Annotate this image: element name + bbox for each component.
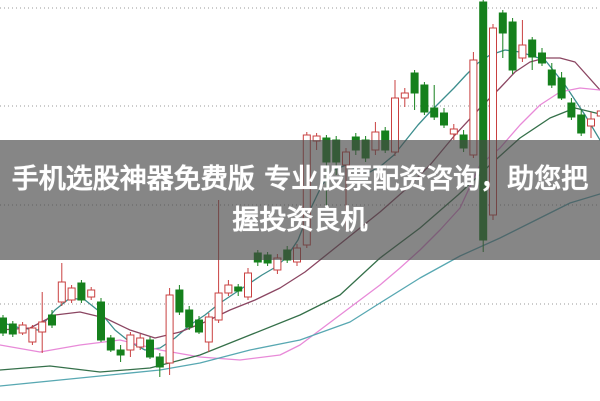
candle-down [48, 314, 56, 326]
candle-up [587, 118, 595, 127]
candle-down [547, 69, 556, 86]
candle-down [185, 309, 194, 328]
candle-down [175, 289, 184, 313]
candle-down [440, 112, 448, 126]
candle-down [106, 337, 115, 351]
candle-up [57, 281, 66, 303]
candle-down [557, 77, 566, 99]
candle-up [204, 316, 213, 343]
candle-down [567, 102, 576, 118]
candle-down [234, 286, 243, 292]
candle-down [508, 21, 517, 71]
candle-up [449, 128, 458, 135]
candle-up [38, 321, 47, 333]
candle-down [155, 356, 164, 368]
candle-up [87, 289, 96, 298]
banner-text-line2: 握投资良机 [232, 205, 368, 236]
candle-down [538, 52, 546, 64]
candle-up [596, 110, 600, 117]
candle-up [67, 287, 76, 301]
promo-banner-overlay: 手机选股神器免费版 专业股票配资咨询，助您把 握投资良机 [0, 140, 600, 260]
candle-down [577, 114, 586, 134]
candle-up [518, 44, 527, 59]
candle-down [77, 282, 86, 301]
candle-down [528, 39, 537, 58]
candle-up [244, 272, 252, 298]
candle-up [28, 327, 37, 343]
ma-line-ma-long-darkgreen [0, 107, 600, 373]
candle-up [18, 324, 27, 334]
candle-down [195, 319, 203, 333]
candle-down [420, 84, 429, 113]
candle-down [410, 72, 419, 94]
candle-down [0, 317, 7, 334]
candle-up [126, 334, 135, 351]
candle-down [498, 12, 507, 34]
candle-up [165, 294, 174, 364]
candle-up [400, 92, 409, 99]
candle-down [430, 107, 439, 118]
candle-up [224, 284, 233, 294]
banner-text-line1: 手机选股神器免费版 专业股票配资咨询，助您把 [11, 164, 589, 195]
candle-down [146, 339, 154, 358]
candle-down [97, 301, 105, 341]
candle-down [8, 323, 17, 335]
candle-down [116, 349, 125, 356]
candle-up [136, 337, 145, 348]
candle-up [214, 292, 223, 321]
